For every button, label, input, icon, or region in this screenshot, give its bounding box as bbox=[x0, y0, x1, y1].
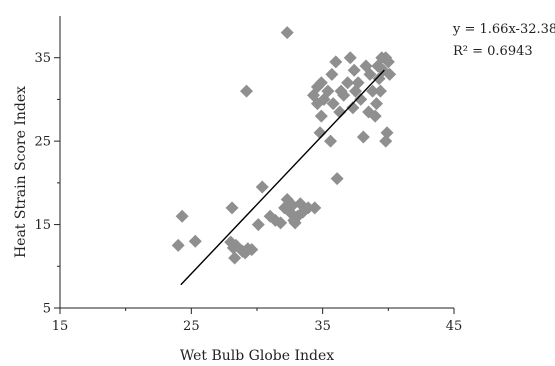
data-point bbox=[346, 101, 360, 115]
data-point bbox=[333, 105, 347, 119]
data-point bbox=[239, 84, 253, 98]
data-point bbox=[366, 84, 380, 98]
data-point bbox=[326, 97, 340, 111]
data-point bbox=[301, 201, 315, 215]
data-point bbox=[341, 76, 355, 90]
y-tick-label: 15 bbox=[34, 218, 51, 233]
data-point bbox=[354, 92, 368, 106]
data-point bbox=[188, 234, 202, 248]
equation-label: y = 1.66x-32.388 bbox=[452, 22, 555, 37]
x-tick-label: 25 bbox=[183, 319, 200, 334]
r2-label: R² = 0.6943 bbox=[453, 44, 533, 59]
data-point bbox=[351, 76, 365, 90]
data-point bbox=[238, 246, 252, 260]
data-point bbox=[363, 67, 377, 81]
data-point bbox=[308, 201, 322, 215]
x-axis-title: Wet Bulb Globe Index bbox=[180, 348, 334, 364]
trendline bbox=[180, 69, 385, 286]
y-ticks: 5 15 25 35 bbox=[34, 51, 60, 317]
y-tick-label: 5 bbox=[43, 302, 51, 317]
data-point bbox=[175, 209, 189, 223]
data-point bbox=[347, 63, 361, 77]
y-axis-title: Heat Strain Score Index bbox=[13, 86, 29, 258]
data-point bbox=[329, 55, 343, 69]
data-point bbox=[280, 26, 294, 40]
data-point bbox=[228, 251, 242, 265]
data-point bbox=[372, 72, 386, 86]
x-ticks: 15 25 35 45 bbox=[52, 308, 463, 334]
y-tick-label: 35 bbox=[34, 51, 51, 66]
data-point bbox=[370, 97, 384, 111]
x-tick-label: 15 bbox=[52, 319, 69, 334]
data-point bbox=[381, 55, 395, 69]
x-tick-label: 45 bbox=[446, 319, 463, 334]
data-point bbox=[343, 51, 357, 65]
data-point bbox=[288, 216, 302, 230]
data-point bbox=[171, 238, 185, 252]
data-point bbox=[314, 76, 328, 90]
data-point bbox=[251, 218, 265, 232]
y-tick-label: 25 bbox=[34, 135, 51, 150]
data-point bbox=[324, 134, 338, 148]
data-point bbox=[274, 216, 288, 230]
data-point bbox=[356, 130, 370, 144]
data-point bbox=[380, 126, 394, 140]
data-point bbox=[330, 172, 344, 186]
data-point bbox=[337, 88, 351, 102]
data-point bbox=[321, 84, 335, 98]
data-point bbox=[313, 126, 327, 140]
data-point bbox=[255, 180, 269, 194]
data-point bbox=[225, 201, 239, 215]
data-point bbox=[379, 134, 393, 148]
data-point bbox=[285, 198, 299, 212]
data-point bbox=[362, 105, 376, 119]
data-point bbox=[325, 67, 339, 81]
data-point bbox=[383, 67, 397, 81]
data-point bbox=[314, 109, 328, 123]
data-point bbox=[373, 84, 387, 98]
points-layer bbox=[171, 26, 397, 265]
x-tick-label: 35 bbox=[314, 319, 331, 334]
